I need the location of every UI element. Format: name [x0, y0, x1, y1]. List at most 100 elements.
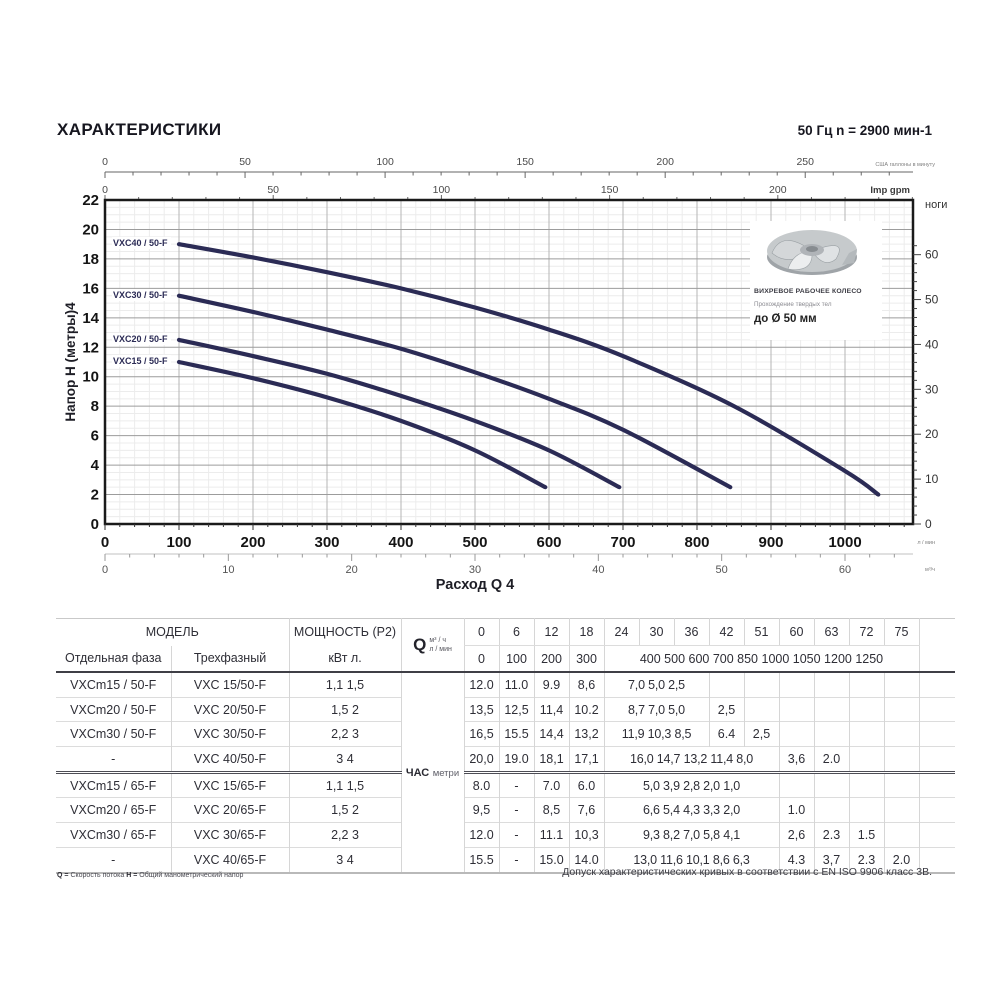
cell-empty — [848, 721, 884, 747]
feet-tick-label: 0 — [925, 517, 932, 531]
cell-empty — [918, 822, 955, 848]
cell-head-value: 9,5 — [463, 797, 499, 823]
feet-tick-label: 50 — [925, 293, 939, 307]
header-single-phase: Отдельная фаза — [56, 645, 171, 673]
cell-head-value: 18,1 — [533, 746, 569, 773]
m3h-tick-label: 10 — [222, 564, 234, 576]
cell-head-value: 3,6 — [778, 746, 814, 773]
imp-gpm-tick-label: 100 — [433, 184, 451, 196]
cell-head-value: 15.5 — [463, 846, 499, 873]
table-row: - VXC 40/50-F 3 4 20,0 19.0 18,1 17,1 16,0 14,7… — [56, 746, 955, 773]
cell-head-value: 8.0 — [463, 770, 499, 798]
lpm-tick-label: 500 — [462, 534, 487, 551]
m3h-tick-label: 60 — [839, 564, 851, 576]
lpm-tick-label: 700 — [610, 534, 635, 551]
cell-head-value: 6,6 5,4 4,3 3,3 2,0 — [603, 797, 779, 823]
q-unit-lpm: л / мин — [429, 646, 452, 653]
cell-head-value: 1.0 — [778, 797, 814, 823]
cell-head-value: 11,4 — [533, 696, 569, 722]
pump-curve-vxc3050f — [176, 293, 733, 490]
cell-empty — [883, 822, 919, 848]
feet-tick-label: 10 — [925, 472, 939, 486]
lpm-tick-label: 0 — [101, 534, 109, 551]
cell-head-value: 16,5 — [463, 721, 499, 747]
cell-empty — [848, 696, 884, 722]
cell-single-phase: VXCm15 / 65-F — [56, 770, 171, 798]
table-row: VXCm30 / 50-F VXC 30/50-F 2,2 3 16,5 15.5 14,… — [56, 721, 955, 747]
cell-head-value: 12,5 — [498, 696, 534, 722]
cell-empty — [813, 797, 849, 823]
feet-tick-label: 20 — [925, 427, 939, 441]
imp-gpm-tick-label: 150 — [601, 184, 619, 196]
m3h-axis-label: м³/ч — [925, 567, 935, 573]
legend-q-text: Скорость потока — [70, 872, 125, 879]
head-units-cell: ЧАС метри — [400, 672, 464, 873]
lpm-tick-label: 100 — [166, 534, 191, 551]
cell-head-value: 4.3 — [778, 846, 814, 873]
cell-head-value: 2.0 — [813, 746, 849, 773]
lpm-tick-label: 1000 — [828, 534, 861, 551]
cell-head-value: 12.0 — [463, 822, 499, 848]
cell-empty — [813, 672, 849, 698]
cell-head-value: 7.0 — [533, 770, 569, 798]
meters-tick-label: 4 — [91, 457, 100, 474]
cell-head-value: 13,0 11,6 10,1 8,6 6,3 — [603, 846, 779, 873]
cell-head-value: 8,6 — [568, 672, 604, 698]
cell-head-value: 2.3 — [848, 846, 884, 873]
meters-tick-label: 12 — [82, 339, 99, 356]
header-flow-lpm: 200 — [533, 645, 569, 673]
cell-head-value: 13,2 — [568, 721, 604, 747]
impeller-title: ВИХРЕВОЕ РАБОЧЕЕ КОЛЕСО — [754, 288, 862, 295]
header-flow-m3h: 51 — [743, 618, 779, 646]
meters-tick-label: 20 — [82, 221, 99, 238]
cell-empty — [778, 721, 814, 747]
header-flow-m3h: 36 — [673, 618, 709, 646]
cell-head-value: 15.0 — [533, 846, 569, 873]
cell-empty — [778, 770, 814, 798]
cell-head-value: 10,3 — [568, 822, 604, 848]
cell-empty — [778, 696, 814, 722]
header-flow-m3h: 60 — [778, 618, 814, 646]
cell-head-value: 2,6 — [778, 822, 814, 848]
header-power: МОЩНОСТЬ (P2) — [288, 618, 401, 646]
us-gpm-axis-label: США галлоны в минуту — [875, 162, 935, 168]
feet-tick-label: 40 — [925, 337, 939, 351]
meters-tick-label: 8 — [91, 398, 99, 415]
cell-empty — [918, 721, 955, 747]
cell-power: 1,1 1,5 — [288, 672, 401, 698]
cell-empty — [848, 770, 884, 798]
cell-head-value: 11.0 — [498, 672, 534, 698]
head-label-bold: ЧАС — [405, 767, 430, 780]
cell-three-phase: VXC 40/50-F — [170, 746, 289, 773]
cell-head-value: 13,5 — [463, 696, 499, 722]
meters-tick-label: 14 — [82, 310, 99, 327]
m3h-tick-label: 20 — [346, 564, 358, 576]
cell-empty — [918, 797, 955, 823]
footer-legend: Q = Скорость потока H = Общий манометрич… — [57, 872, 243, 879]
cell-empty — [848, 746, 884, 773]
m3h-tick-label: 40 — [592, 564, 604, 576]
cell-head-value: 2,5 — [708, 696, 744, 722]
impeller-max-solids: до Ø 50 мм — [754, 313, 817, 325]
feet-axis-label: ноги — [925, 199, 947, 211]
imp-gpm-tick-label: 0 — [102, 184, 108, 196]
cell-empty — [848, 672, 884, 698]
cell-empty — [883, 797, 919, 823]
cell-empty — [743, 672, 779, 698]
cell-single-phase: VXCm30 / 50-F — [56, 721, 171, 747]
header-flow-lpm: 100 — [498, 645, 534, 673]
header-flow-m3h: 72 — [848, 618, 884, 646]
y-axis-title: Напор Н (метры)4 — [63, 302, 78, 422]
m3h-tick-label: 0 — [102, 564, 108, 576]
us-gpm-tick-label: 0 — [102, 156, 108, 168]
cell-empty — [813, 696, 849, 722]
lpm-tick-label: 900 — [758, 534, 783, 551]
curve-label-vxc40: VXC40 / 50-F — [112, 237, 171, 249]
header-power-units: кВт л. — [288, 645, 401, 673]
us-gpm-tick-label: 100 — [376, 156, 394, 168]
cell-empty — [883, 770, 919, 798]
cell-empty — [813, 721, 849, 747]
head-label-small: метри — [432, 768, 460, 780]
cell-three-phase: VXC 30/65-F — [170, 822, 289, 848]
cell-empty — [918, 672, 955, 698]
